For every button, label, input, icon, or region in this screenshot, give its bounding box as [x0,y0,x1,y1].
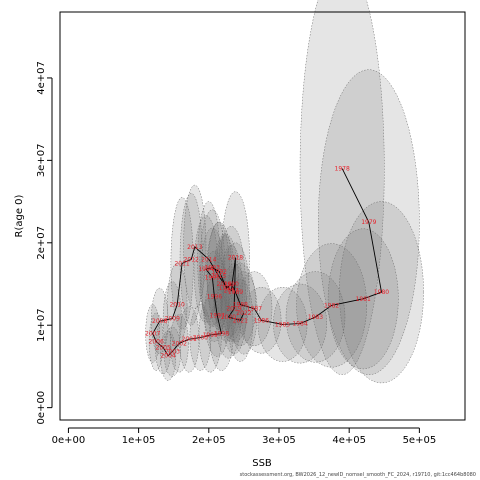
year-point-label: 2016 [217,281,232,288]
year-point-label: 2011 [174,260,189,267]
y-tick-label: 2e+07 [36,226,47,260]
year-point-label: 2000 [193,335,208,342]
year-point-label: 1978 [335,166,350,173]
uncertainty-ellipse [299,0,385,375]
year-point-label: 1985 [275,321,290,328]
year-point-label: 1990 [224,281,239,288]
year-point-label: 2007 [145,330,160,337]
year-point-label: 2005 [156,344,171,351]
year-point-label: 2020 [221,314,236,321]
year-point-label: 2022 [236,310,251,317]
year-point-label: 1998 [214,330,229,337]
year-point-label: 2015 [211,273,226,280]
x-tick-label: 1e+05 [122,435,156,446]
year-point-label: 2017 [224,288,239,295]
year-point-label: 1983 [308,314,323,321]
year-point-label: 2013 [187,244,202,251]
year-point-label: 2009 [165,316,180,323]
year-point-label: 1992 [212,269,227,276]
year-point-label: 2006 [149,339,164,346]
year-point-label: 2014 [201,256,216,263]
year-point-label: 1979 [361,219,376,226]
trajectory-path [152,168,383,357]
x-axis-label: SSB [252,458,272,469]
year-point-label: 2012 [184,256,199,263]
year-point-label: 2001 [182,336,197,343]
footer-text: stockassessment.org, BW2026_12_newID_nom… [240,472,476,478]
x-tick-label: 2e+05 [192,435,226,446]
year-point-label: 2019 [226,306,241,313]
year-point-label: 1987 [247,306,262,313]
year-point-label: 2002 [172,340,187,347]
year-point-label: 2008 [152,318,167,325]
year-point-label: 2004 [160,353,175,360]
x-tick-label: 5e+05 [403,435,437,446]
year-point-label: 1993 [205,265,220,272]
year-point-label: 1997 [210,312,225,319]
year-point-label: 1989 [228,289,243,296]
year-point-label: 2021 [233,317,248,324]
x-tick-label: 0e+00 [52,435,86,446]
year-point-label: 1999 [203,332,218,339]
trajectory-line [152,168,383,357]
y-tick-label: 4e+07 [36,61,47,95]
year-point-label: 1996 [207,293,222,300]
year-point-label: 1995 [205,274,220,281]
year-point-label: 1980 [374,289,389,296]
year-point-label: 1981 [356,296,371,303]
y-tick-label: 3e+07 [36,144,47,178]
year-point-label: 1984 [292,321,307,328]
x-tick-label: 3e+05 [262,435,296,446]
year-point-label: 1994 [198,266,213,273]
plot-frame [59,11,466,421]
year-point-label: 2003 [165,349,180,356]
y-tick-label: 1e+07 [36,308,47,342]
year-point-label: 1991 [219,285,234,292]
year-point-label: 2010 [170,302,185,309]
year-point-label: 1982 [324,302,339,309]
y-axis-label: R(age 0) [14,194,25,237]
year-point-label: 2018 [228,255,243,262]
y-axis: 0e+00 1e+07 2e+07 3e+07 4e+07 [36,61,53,425]
y-tick-label: 0e+00 [36,391,47,425]
year-point-label: 1988 [233,302,248,309]
year-point-label: 1986 [254,317,269,324]
x-tick-label: 4e+05 [332,435,366,446]
x-axis: 0e+00 1e+05 2e+05 3e+05 4e+05 5e+05 [52,427,437,446]
